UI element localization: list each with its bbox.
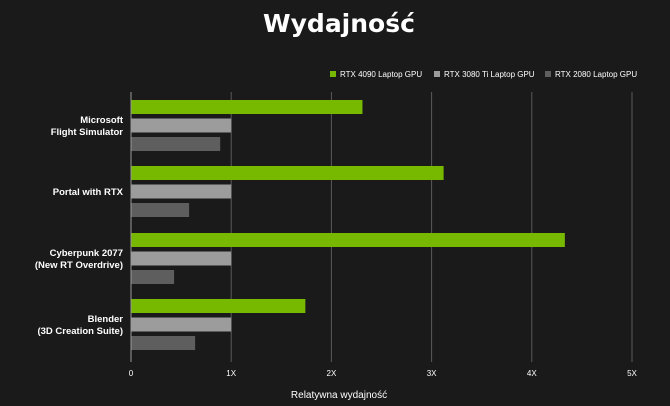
bar-rtx-2080 <box>131 203 190 217</box>
bar-rtx-2080 <box>131 270 175 284</box>
legend: RTX 4090 Laptop GPU RTX 3080 Ti Laptop GP… <box>330 70 637 79</box>
bar-rtx-4090 <box>131 299 306 313</box>
x-axis-title: Relatywna wydajność <box>291 390 387 401</box>
bar-rtx-4090 <box>131 100 363 114</box>
category-label: Cyberpunk 2077 <box>50 248 123 259</box>
x-axis-ticks: 0 1X 2X 3X 4X 5X <box>129 369 638 378</box>
legend-swatch <box>545 71 551 77</box>
legend-swatch <box>330 71 336 77</box>
category-label: Flight Simulator <box>51 127 124 138</box>
bar-rtx-2080 <box>131 137 221 151</box>
bar-rtx-3080ti <box>131 317 232 332</box>
bar-rtx-3080ti <box>131 251 232 266</box>
x-tick-label: 2X <box>327 369 337 378</box>
category-label: (New RT Overdrive) <box>35 260 123 271</box>
category-label: Portal with RTX <box>53 187 124 198</box>
grid <box>130 92 633 362</box>
chart-title: Wydajność <box>263 9 415 38</box>
x-tick-label: 1X <box>226 369 236 378</box>
x-tick-label: 5X <box>627 369 637 378</box>
bar-rtx-2080 <box>131 336 196 350</box>
legend-label: RTX 2080 Laptop GPU <box>555 70 637 79</box>
bars <box>131 100 565 350</box>
x-tick-label: 4X <box>527 369 537 378</box>
bar-rtx-4090 <box>131 166 444 180</box>
category-label: Microsoft <box>80 115 124 126</box>
legend-label: RTX 3080 Ti Laptop GPU <box>444 70 535 79</box>
bar-rtx-3080ti <box>131 184 232 199</box>
x-tick-label: 3X <box>427 369 437 378</box>
bar-rtx-4090 <box>131 233 565 247</box>
category-label: Blender <box>88 314 124 325</box>
category-label: (3D Creation Suite) <box>37 326 123 337</box>
legend-label: RTX 4090 Laptop GPU <box>340 70 422 79</box>
legend-swatch <box>434 71 440 77</box>
bar-rtx-3080ti <box>131 118 232 133</box>
x-tick-label: 0 <box>129 369 134 378</box>
